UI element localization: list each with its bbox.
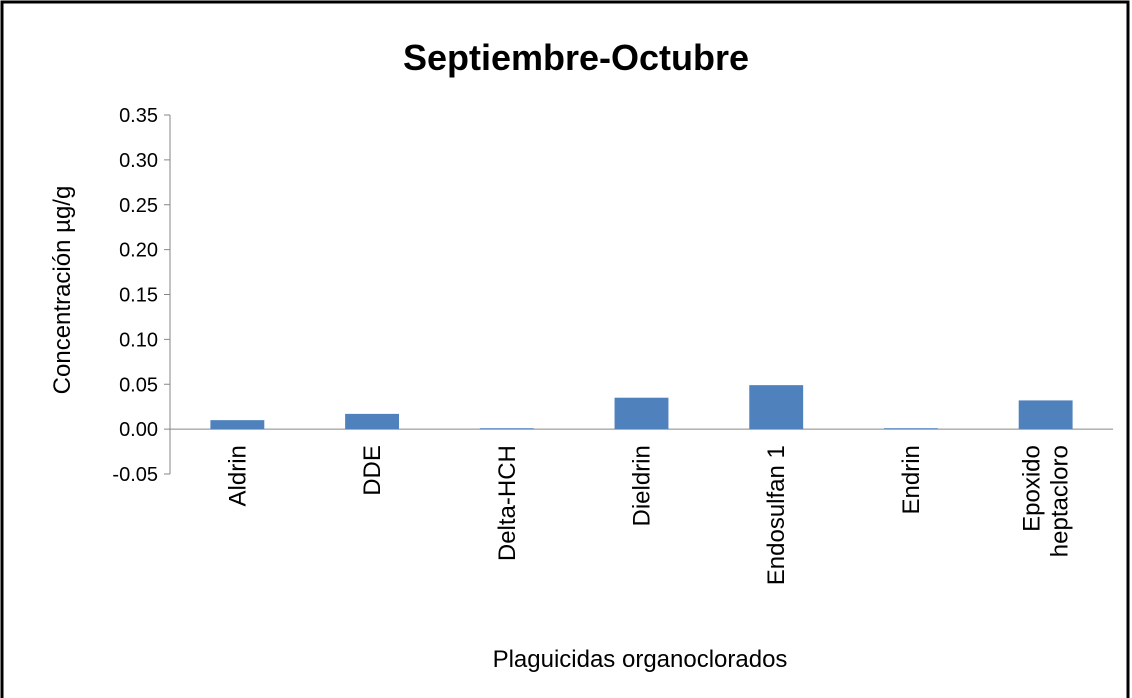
y-tick-label: 0.35 bbox=[119, 105, 158, 127]
x-tick-label: Dieldrin bbox=[629, 445, 656, 526]
y-axis-label: Concentración µg/g bbox=[49, 186, 76, 395]
y-tick-label: 0.15 bbox=[119, 285, 158, 307]
x-tick-label: Endrin bbox=[898, 445, 925, 514]
y-tick-label: 0.30 bbox=[119, 150, 158, 172]
bar bbox=[883, 428, 938, 430]
bar bbox=[210, 420, 265, 430]
x-tick-label: Epoxidoheptacloro bbox=[1019, 445, 1074, 557]
y-tick-label: -0.05 bbox=[112, 464, 158, 486]
y-tick-label: 0.10 bbox=[119, 329, 158, 351]
y-tick-label: 0.00 bbox=[119, 419, 158, 441]
bar bbox=[345, 413, 400, 430]
y-tick-label: 0.05 bbox=[119, 374, 158, 396]
y-tick-label: 0.20 bbox=[119, 240, 158, 262]
x-axis-label: Plaguicidas organoclorados bbox=[493, 646, 788, 673]
x-tick-label: DDE bbox=[359, 445, 386, 496]
y-tick-label: 0.25 bbox=[119, 195, 158, 217]
bar bbox=[614, 397, 669, 430]
bar bbox=[749, 385, 804, 430]
bar bbox=[1018, 400, 1073, 430]
x-tick-label: Aldrin bbox=[224, 445, 251, 506]
bar bbox=[479, 428, 534, 430]
chart-title: Septiembre-Octubre bbox=[403, 37, 749, 78]
x-tick-label: Endosulfan 1 bbox=[763, 445, 790, 585]
x-tick-label: Delta-HCH bbox=[494, 445, 521, 561]
